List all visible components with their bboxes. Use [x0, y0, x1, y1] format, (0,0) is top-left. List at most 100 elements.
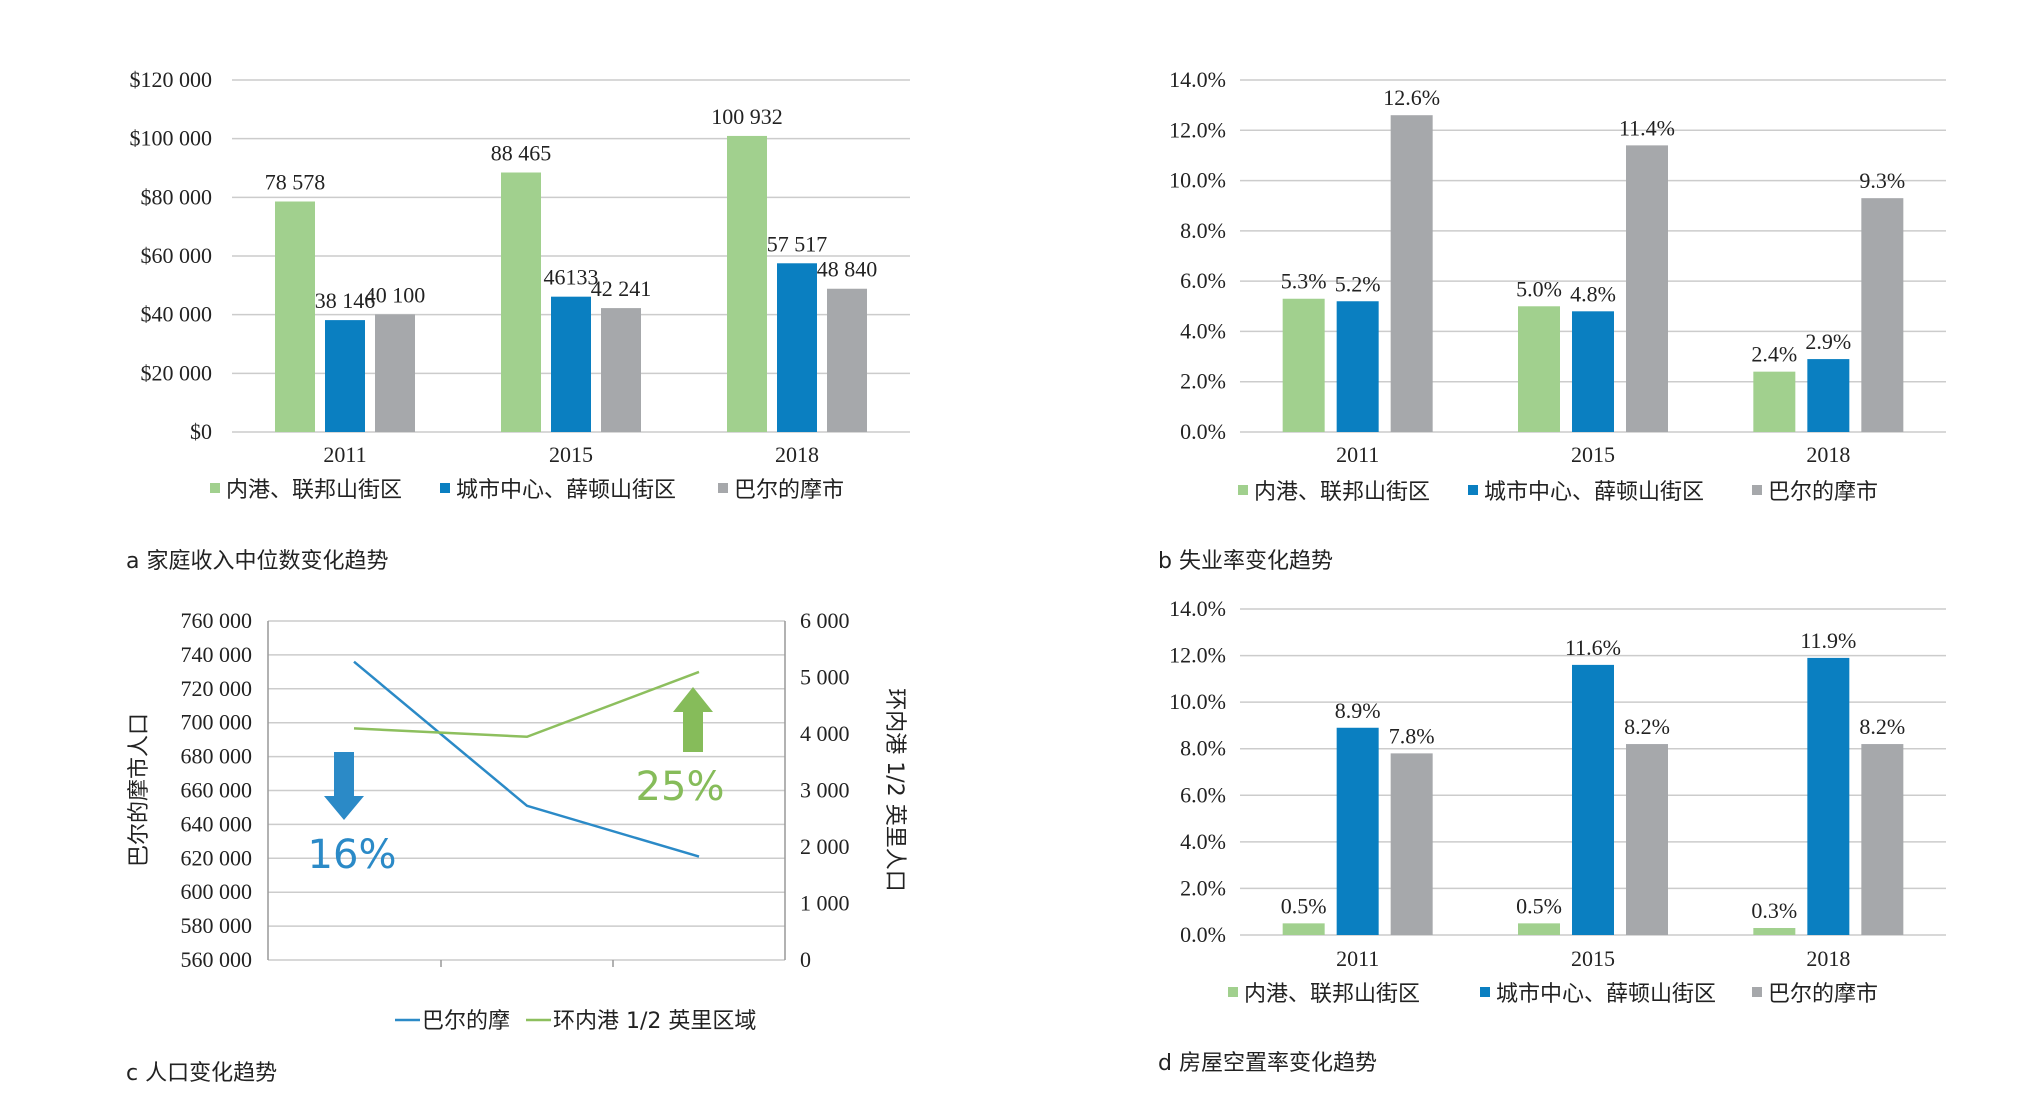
legend-swatch	[1238, 485, 1248, 495]
y-tick-label: 14.0%	[1169, 596, 1226, 621]
y-tick-label-right: 2 000	[800, 834, 850, 859]
legend-swatch	[440, 483, 450, 493]
data-label: 5.3%	[1281, 269, 1327, 294]
y-tick-label: $100 000	[130, 126, 213, 151]
y-tick-label: $0	[190, 419, 212, 444]
y-tick-label: 10.0%	[1169, 689, 1226, 714]
x-tick-label: 2011	[1336, 442, 1379, 467]
data-label: 11.9%	[1800, 628, 1856, 653]
arrow-up-icon	[673, 687, 713, 752]
data-label: 100 932	[711, 104, 783, 129]
x-tick-label: 2011	[1336, 946, 1379, 971]
data-label: 88 465	[491, 141, 552, 166]
data-label: 9.3%	[1859, 168, 1905, 193]
bar	[1753, 371, 1796, 432]
chart-c	[267, 620, 786, 1022]
y-tick-label-right: 4 000	[800, 721, 850, 746]
data-label: 8.2%	[1859, 714, 1905, 739]
legend-label: 内港、联邦山街区	[1254, 480, 1430, 505]
y-axis-title-right: 环内港 1/2 英里人口	[882, 688, 907, 891]
y-tick-label: 8.0%	[1180, 218, 1226, 243]
y-axis-title-left: 巴尔的摩市人口	[127, 713, 152, 867]
y-tick-label-left: 640 000	[181, 811, 253, 836]
data-label: 0.3%	[1751, 898, 1797, 923]
y-tick-label-right: 5 000	[800, 665, 850, 690]
y-tick-label: 6.0%	[1180, 268, 1226, 293]
bar	[325, 320, 365, 432]
legend-swatch	[1752, 485, 1762, 495]
y-tick-label: 2.0%	[1180, 875, 1226, 900]
y-tick-label-right: 3 000	[800, 778, 850, 803]
y-tick-label-right: 6 000	[800, 608, 850, 633]
bar	[551, 296, 591, 432]
bar	[1518, 306, 1560, 432]
bar	[1572, 311, 1614, 432]
legend-swatch	[210, 483, 220, 493]
x-tick-label: 2015	[1571, 946, 1615, 971]
legend-label: 巴尔的摩市	[734, 478, 844, 503]
x-tick-label: 2018	[775, 442, 819, 467]
data-label: 46133	[544, 265, 599, 290]
bar	[375, 314, 415, 432]
x-tick-label: 2018	[1806, 946, 1850, 971]
y-tick-label-left: 620 000	[181, 845, 253, 870]
data-label: 5.2%	[1335, 271, 1381, 296]
data-label: 4.8%	[1570, 281, 1616, 306]
bar	[1626, 145, 1668, 432]
data-label: 42 241	[591, 276, 652, 301]
y-tick-label: 4.0%	[1180, 318, 1226, 343]
data-label: 11.4%	[1619, 115, 1675, 140]
panel-caption: a 家庭收入中位数变化趋势	[126, 549, 388, 574]
bar	[777, 263, 817, 432]
legend-label: 城市中心、薛顿山街区	[1484, 480, 1704, 505]
y-tick-label-left: 560 000	[181, 947, 253, 972]
chart-a	[210, 79, 910, 493]
data-label: 2.4%	[1751, 342, 1797, 367]
data-label: 48 840	[817, 257, 878, 282]
annotation-label: 16%	[308, 832, 397, 878]
y-tick-label: $120 000	[130, 67, 213, 92]
x-tick-label: 2011	[323, 442, 366, 467]
bar	[275, 201, 315, 432]
y-tick-label: 4.0%	[1180, 829, 1226, 854]
legend-swatch	[1468, 485, 1478, 495]
legend-label: 环内港 1/2 英里区域	[553, 1009, 756, 1034]
legend-label: 城市中心、薛顿山街区	[456, 478, 676, 503]
annotation-label: 25%	[636, 764, 725, 810]
bar	[1390, 115, 1433, 432]
y-tick-label: $60 000	[141, 243, 213, 268]
bar	[1807, 657, 1850, 935]
bar	[1626, 744, 1668, 935]
bar	[827, 288, 867, 432]
bar	[1336, 301, 1379, 432]
panel-caption: d 房屋空置率变化趋势	[1158, 1051, 1377, 1076]
data-label: 38 146	[315, 288, 376, 313]
bar	[1336, 727, 1379, 935]
legend-label: 巴尔的摩市	[1768, 480, 1878, 505]
legend-swatch	[1228, 987, 1238, 997]
legend-label: 内港、联邦山街区	[1244, 982, 1420, 1007]
data-label: 7.8%	[1389, 723, 1435, 748]
bar	[1753, 928, 1796, 935]
y-tick-label: $40 000	[141, 302, 213, 327]
data-label: 0.5%	[1281, 893, 1327, 918]
legend-label: 巴尔的摩	[422, 1009, 510, 1034]
y-tick-label-left: 580 000	[181, 913, 253, 938]
y-tick-label: 2.0%	[1180, 369, 1226, 394]
data-label: 11.6%	[1565, 635, 1621, 660]
y-tick-label: $20 000	[141, 360, 213, 385]
data-label: 57 517	[767, 231, 828, 256]
series-line	[353, 670, 700, 739]
y-tick-label: 12.0%	[1169, 643, 1226, 668]
series-line	[353, 660, 700, 858]
data-label: 40 100	[365, 282, 426, 307]
y-tick-label-left: 760 000	[181, 608, 253, 633]
bar	[601, 308, 641, 432]
legend-label: 城市中心、薛顿山街区	[1496, 982, 1716, 1007]
x-tick-label: 2015	[1571, 442, 1615, 467]
arrow-down-icon	[324, 752, 364, 820]
data-label: 8.9%	[1335, 698, 1381, 723]
legend-swatch	[1752, 987, 1762, 997]
y-tick-label: $80 000	[141, 184, 213, 209]
